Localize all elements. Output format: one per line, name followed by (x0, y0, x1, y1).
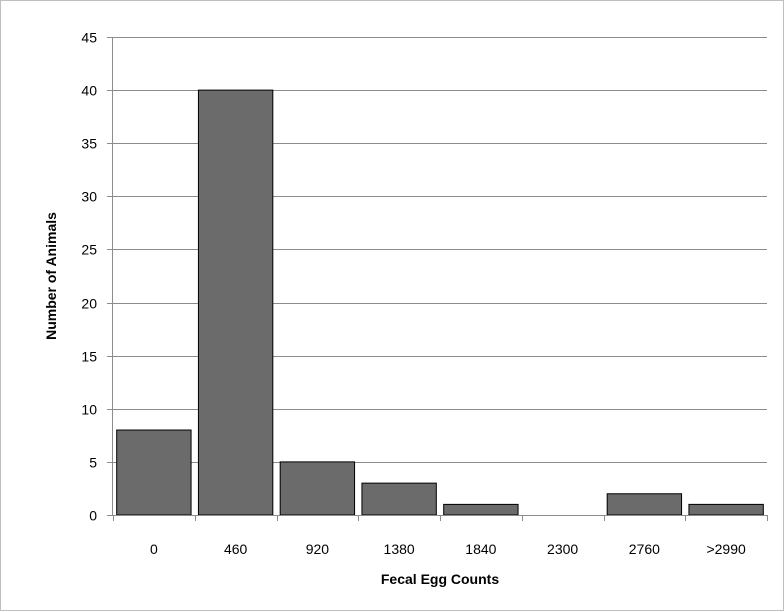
bar-0 (116, 429, 192, 516)
x-tick-label: 0 (150, 541, 158, 557)
bar-920 (279, 461, 356, 516)
y-tick-label: 45 (81, 30, 97, 46)
bar-1380 (361, 482, 437, 516)
bar-2990 (688, 503, 764, 516)
y-tick-label: 5 (89, 455, 97, 471)
axes (107, 37, 768, 521)
y-tick-label: 15 (81, 349, 97, 365)
x-axis-title: Fecal Egg Counts (381, 571, 499, 587)
y-tick-label: 25 (81, 242, 97, 258)
y-tick-label: 30 (81, 189, 97, 205)
y-tick-label: 35 (81, 136, 97, 152)
bar-1840 (443, 503, 519, 516)
bar-460 (197, 89, 274, 516)
x-tick-label: 2300 (547, 541, 578, 557)
y-tick-label: 0 (89, 508, 97, 524)
x-tick-label: 2760 (629, 541, 660, 557)
x-tick-label: 920 (306, 541, 330, 557)
x-tick-label: 460 (224, 541, 248, 557)
bar-2760 (606, 493, 683, 516)
y-tick-label: 40 (81, 83, 97, 99)
x-tick-label: >2990 (706, 541, 746, 557)
y-axis-title: Number of Animals (43, 212, 59, 340)
x-tick-label: 1840 (465, 541, 496, 557)
x-tick-label: 1380 (384, 541, 415, 557)
bars (116, 89, 764, 516)
y-tick-label: 10 (81, 402, 97, 418)
x-tick-labels: 0 460 920 1380 1840 2300 2760 >2990 (150, 541, 746, 557)
y-tick-label: 20 (81, 296, 97, 312)
y-tick-labels: 0 5 10 15 20 25 30 35 40 45 (81, 30, 97, 524)
